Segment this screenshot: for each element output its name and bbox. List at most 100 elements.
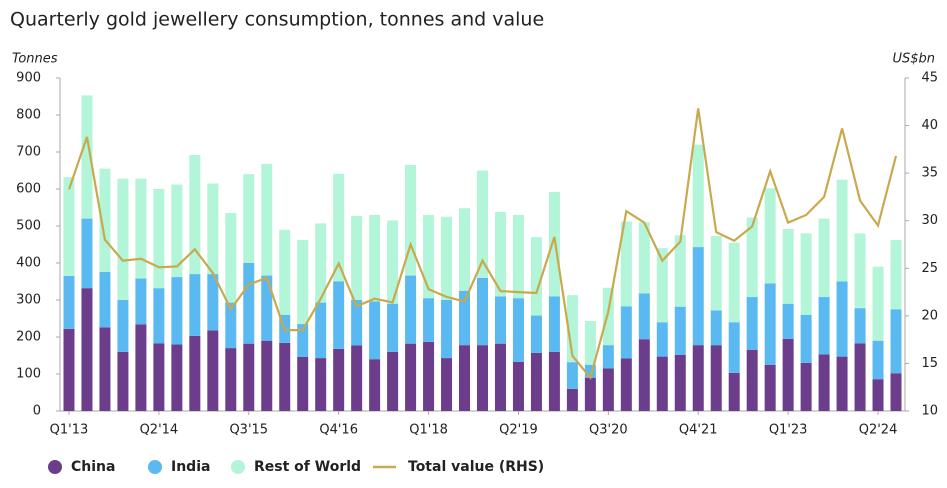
bar-segment — [656, 322, 668, 357]
bar-segment — [459, 208, 471, 291]
bar-segment — [746, 217, 758, 298]
y-tick-label: 100 — [16, 367, 41, 382]
bar-segment — [171, 184, 183, 278]
legend-swatch — [148, 460, 162, 474]
bar-segment — [674, 354, 686, 411]
bar-segment — [81, 288, 93, 411]
x-tick-label: Q1'23 — [769, 423, 808, 438]
bar-segment — [638, 293, 650, 340]
bar-segment — [441, 300, 453, 359]
bar-segment — [656, 248, 668, 323]
bar-segment — [602, 345, 614, 369]
bar-segment — [117, 351, 129, 411]
x-tick-label: Q3'15 — [229, 423, 268, 438]
bar-segment — [171, 344, 183, 411]
bar-segment — [243, 343, 255, 411]
bar-segment — [836, 179, 848, 282]
bar-segment — [584, 377, 596, 411]
bar-segment — [441, 216, 453, 300]
y2-axis-title: US$bn — [892, 52, 935, 67]
bar-segment — [800, 233, 812, 315]
bar-segment — [566, 388, 578, 411]
bar-segment — [297, 324, 309, 357]
bar-segment — [243, 263, 255, 344]
bar-segment — [530, 237, 542, 316]
bar-segment — [872, 340, 884, 380]
bar-segment — [225, 348, 237, 411]
bar-segment — [477, 345, 488, 411]
bar-segment — [189, 154, 201, 275]
bar-segment — [584, 321, 596, 365]
y-tick-label: 700 — [16, 145, 41, 160]
bar-segment — [584, 364, 596, 378]
bar-segment — [512, 298, 524, 362]
bar-segment — [602, 287, 614, 346]
bar-segment — [782, 228, 794, 304]
bar-segment — [764, 283, 776, 365]
bar-segment — [459, 290, 471, 346]
bar-segment — [692, 144, 704, 248]
bar-segment — [153, 343, 165, 411]
bar-segment — [279, 342, 291, 411]
y2-tick-label: 35 — [921, 166, 938, 181]
bar-segment — [620, 221, 632, 307]
bar-segment — [387, 303, 399, 352]
bar-segment — [405, 275, 417, 344]
bar-segment — [117, 300, 129, 352]
bar-segment — [81, 95, 93, 219]
y-tick-label: 200 — [16, 330, 41, 345]
bar-segment — [261, 340, 273, 411]
bar-segment — [602, 368, 614, 411]
y-tick-label: 600 — [16, 182, 41, 197]
chart-title: Quarterly gold jewellery consumption, to… — [10, 9, 544, 31]
bar-segment — [405, 164, 417, 276]
bar-segment — [566, 362, 578, 389]
bar-segment — [710, 345, 722, 411]
bar-segment — [728, 322, 740, 373]
bar-segment — [800, 362, 812, 411]
x-tick-label: Q1'18 — [409, 423, 448, 438]
bar-segment — [441, 358, 453, 411]
bar-segment — [620, 358, 632, 411]
bar-segment — [764, 364, 776, 411]
y2-tick-label: 30 — [921, 213, 938, 228]
bar-segment — [315, 302, 327, 359]
bar-segment — [854, 233, 866, 309]
bar-segment — [63, 177, 75, 276]
bar-segment — [315, 223, 327, 303]
bar-segment — [494, 296, 506, 344]
x-tick-label: Q2'24 — [859, 423, 898, 438]
bar-segment — [872, 266, 884, 341]
y2-tick-label: 15 — [921, 356, 938, 371]
bar-segment — [512, 214, 524, 299]
bar-segment — [279, 229, 291, 315]
y2-tick-label: 40 — [921, 118, 938, 133]
bar-segment — [369, 301, 381, 360]
bar-segment — [297, 356, 309, 411]
bar-segment — [333, 173, 345, 282]
bar-segment — [135, 324, 147, 411]
bar-segment — [207, 183, 219, 275]
bar-segment — [692, 345, 704, 411]
bar-segment — [818, 218, 830, 298]
bar-segment — [530, 315, 542, 353]
bar-segment — [890, 373, 902, 411]
bar-segment — [764, 188, 776, 284]
bar-segment — [117, 178, 129, 300]
bar-segment — [548, 351, 560, 411]
bar-segment — [99, 168, 111, 272]
bar-segment — [315, 358, 327, 411]
bar-segment — [728, 242, 740, 323]
bar-segment — [207, 330, 219, 411]
bar-segment — [189, 274, 201, 336]
x-tick-label: Q4'16 — [319, 423, 358, 438]
bar-segment — [710, 310, 722, 346]
bar-segment — [99, 271, 111, 328]
bar-segment — [333, 348, 345, 411]
bar-segment — [261, 163, 273, 276]
bar-segment — [405, 343, 417, 411]
bar-segment — [890, 309, 902, 374]
bar-segment — [818, 297, 830, 355]
x-tick-label: Q4'21 — [679, 423, 718, 438]
legend-swatch — [48, 460, 62, 474]
